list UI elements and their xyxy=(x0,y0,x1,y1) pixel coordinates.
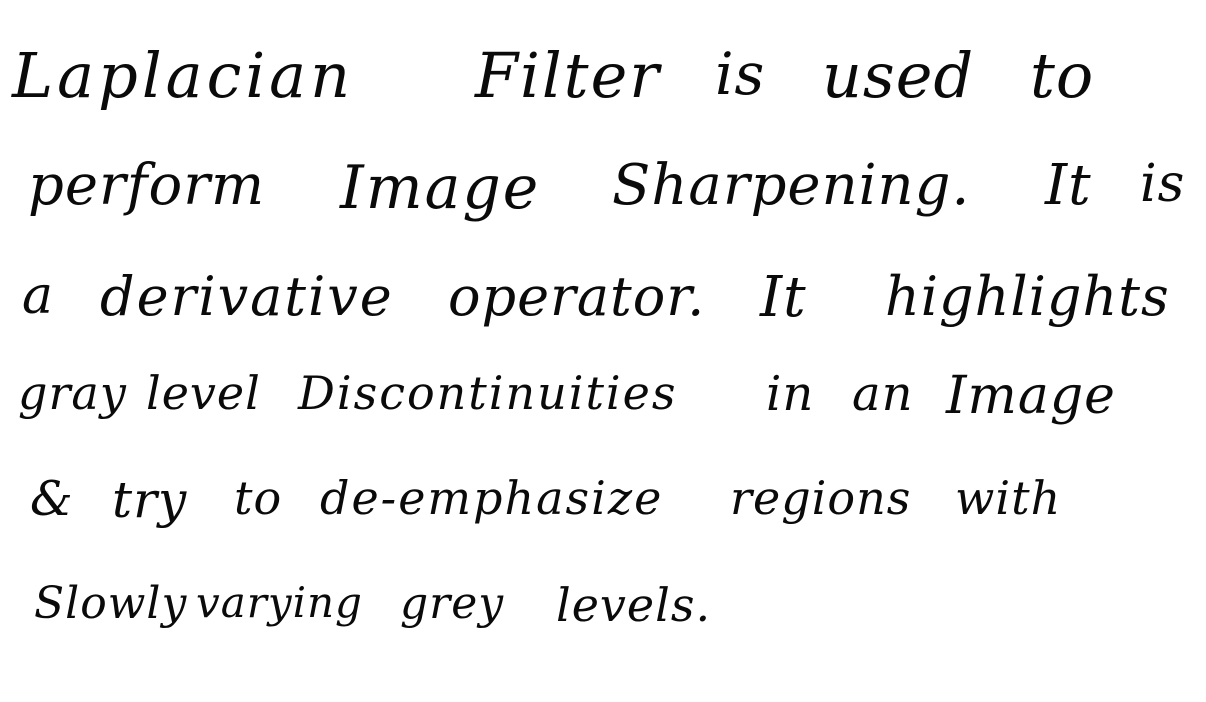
note-word: used xyxy=(822,39,975,112)
note-word: perform xyxy=(28,153,266,218)
note-word: Discontinuities xyxy=(298,366,678,420)
note-word: Laplacian xyxy=(12,39,355,112)
note-word: regions xyxy=(730,471,912,525)
note-word: with xyxy=(955,471,1062,525)
note-word: varying xyxy=(196,578,363,627)
note-word: Image xyxy=(946,366,1116,426)
note-word: operator. xyxy=(448,265,706,328)
note-word: & xyxy=(30,471,74,527)
note-word: try xyxy=(112,471,188,529)
note-word: It xyxy=(760,265,807,330)
note-word: level xyxy=(146,366,261,420)
note-word: levels. xyxy=(556,578,712,632)
note-word: to xyxy=(1030,39,1095,112)
note-word: de-emphasize xyxy=(320,471,664,525)
note-word: derivative xyxy=(100,265,394,328)
note-word: highlights xyxy=(885,265,1170,328)
note-word: in xyxy=(766,366,815,422)
note-word: It xyxy=(1045,153,1092,218)
note-word: Slowly xyxy=(34,578,188,629)
note-word: is xyxy=(1140,154,1186,214)
note-word: is xyxy=(715,40,766,108)
note-word: grey xyxy=(400,578,505,629)
note-word: Image xyxy=(340,153,541,223)
note-word: Sharpening. xyxy=(612,153,971,218)
note-word: a xyxy=(22,266,55,326)
note-word: gray xyxy=(18,366,127,420)
note-word: Filter xyxy=(475,39,661,112)
note-word: an xyxy=(852,366,914,422)
note-word: to xyxy=(234,471,283,525)
